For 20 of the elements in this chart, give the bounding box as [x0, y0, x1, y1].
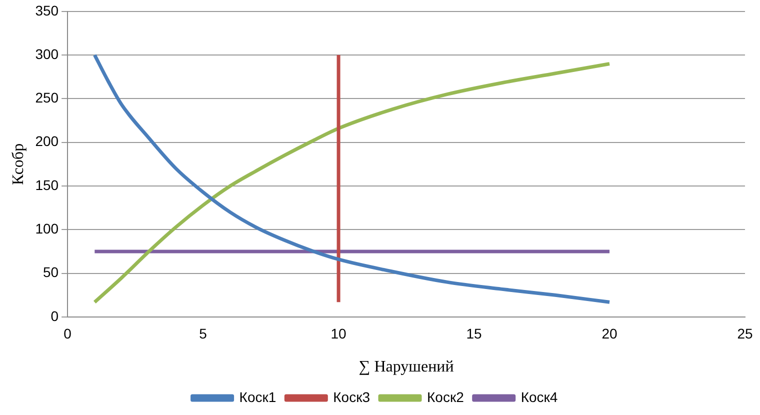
legend-label: Коск4: [520, 388, 558, 405]
x-tick-label: 15: [466, 325, 482, 342]
y-tick-label: 200: [35, 133, 59, 150]
legend-label: Коск2: [427, 388, 464, 405]
x-tick-label: 0: [64, 325, 72, 342]
y-axis-title: Ксобр: [10, 143, 27, 185]
y-tick-label: 250: [35, 90, 59, 106]
y-tick-label: 100: [35, 220, 59, 237]
y-tick-label: 150: [35, 176, 59, 193]
y-tick-label: 350: [35, 2, 59, 18]
legend-label: Коск1: [239, 388, 276, 405]
y-tick-label: 50: [42, 264, 59, 280]
x-tick-label: 10: [330, 325, 347, 342]
y-tick-label: 300: [35, 46, 59, 62]
x-tick-label: 25: [737, 325, 753, 342]
x-tick-label: 20: [602, 325, 618, 342]
y-tick-label: 0: [50, 308, 59, 324]
x-axis-title: ∑ Нарушений: [358, 358, 454, 376]
x-tick-label: 5: [199, 325, 208, 342]
legend-label: Коск3: [333, 388, 370, 405]
